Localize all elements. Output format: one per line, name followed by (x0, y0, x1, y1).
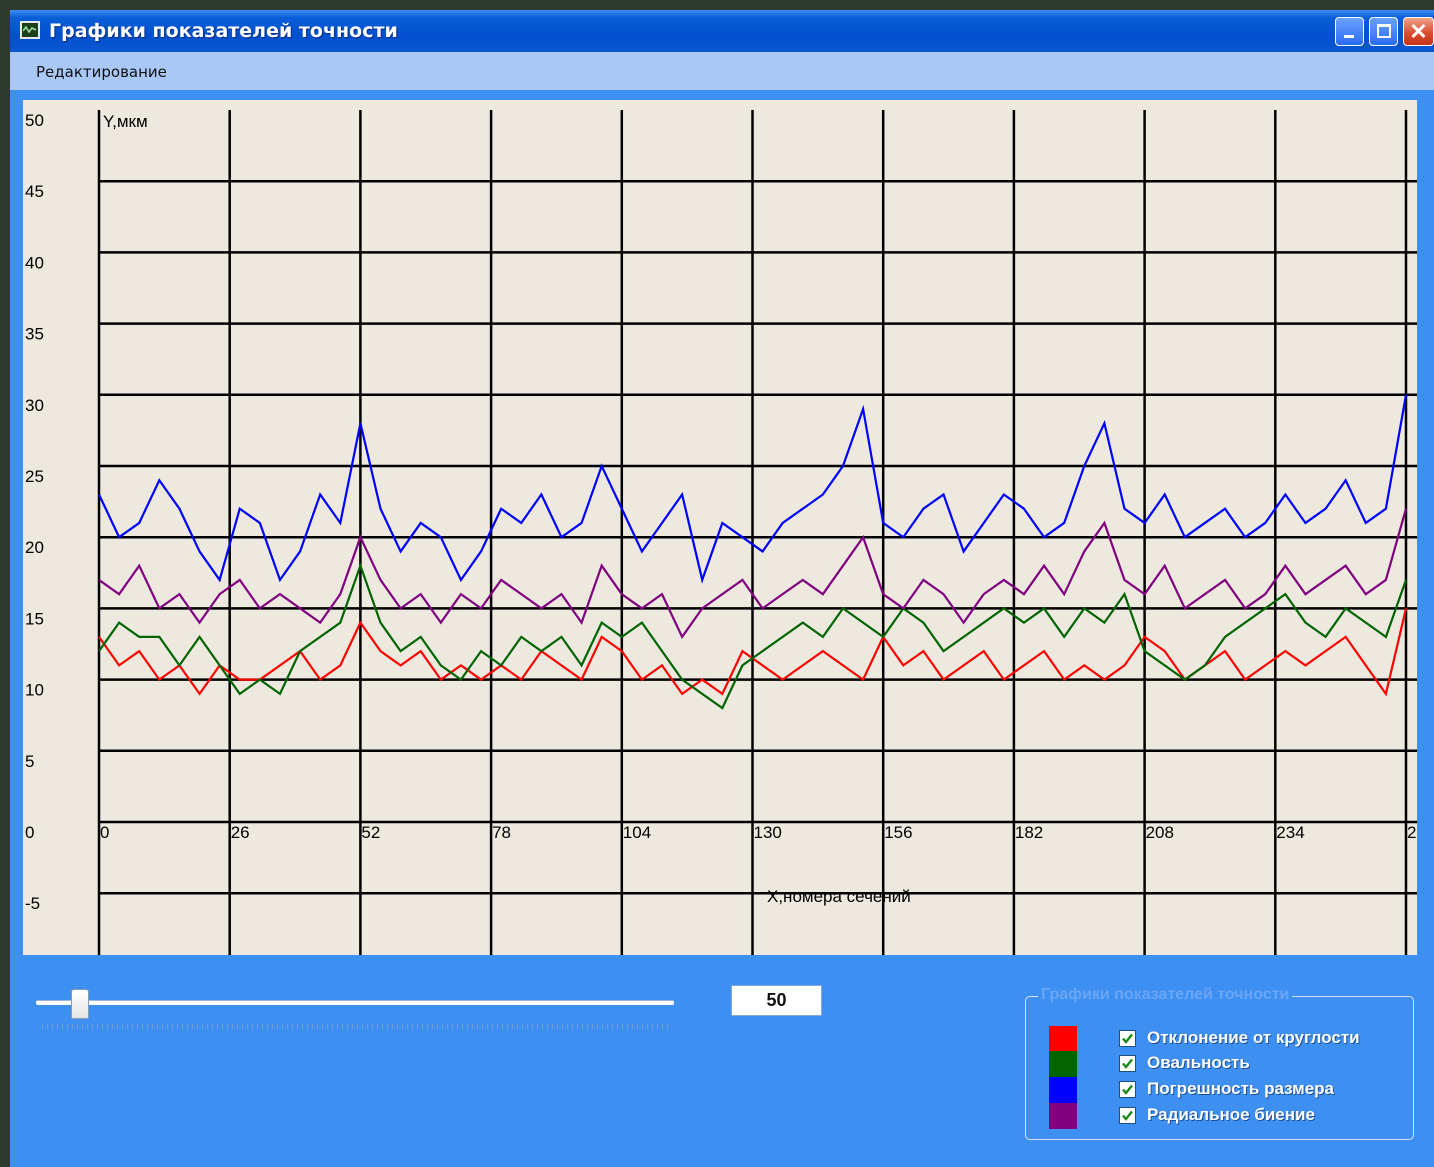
legend-label-runout: Радиальное биение (1147, 1105, 1315, 1124)
maximize-button[interactable] (1369, 17, 1398, 46)
slider-thumb[interactable] (71, 989, 89, 1019)
minimize-icon (1344, 35, 1354, 38)
close-icon: ✕ (1409, 19, 1428, 44)
menu-bar: Редактирование (10, 52, 1434, 90)
y-tick-label: 35 (25, 325, 44, 344)
y-axis-label: Y,мкм (103, 112, 148, 131)
y-tick-label: -5 (25, 894, 40, 913)
x-axis-label: X,номера сечений (767, 887, 911, 906)
minimize-button[interactable] (1335, 17, 1364, 46)
legend-item-size-error: Погрешность размера (1049, 1077, 1409, 1103)
x-tick-label: 130 (754, 823, 782, 842)
x-tick-label: 26 (1407, 823, 1417, 842)
close-button[interactable]: ✕ (1403, 17, 1434, 46)
legend-swatch-size-error (1049, 1077, 1077, 1103)
checkbox-size-error[interactable] (1119, 1081, 1136, 1098)
slider-ticks (42, 1024, 672, 1029)
y-tick-label: 40 (25, 253, 44, 272)
legend-title: Графики показателей точности (1038, 986, 1293, 1004)
y-tick-label: 10 (25, 681, 44, 700)
legend-swatch-roundness (1049, 1026, 1077, 1052)
legend-swatch-runout (1049, 1103, 1077, 1129)
x-tick-label: 182 (1015, 823, 1043, 842)
y-tick-label: 5 (25, 752, 34, 771)
y-tick-label: 25 (25, 467, 44, 486)
checkmark-icon (1122, 1084, 1133, 1095)
window-title: Графики показателей точности (49, 20, 398, 42)
series-line-2 (98, 562, 1408, 710)
section-slider-track[interactable] (36, 1000, 674, 1005)
legend-label-roundness: Отклонение от круглости (1147, 1028, 1360, 1047)
y-tick-label: 20 (25, 538, 44, 557)
legend-swatch-ovality (1049, 1051, 1077, 1077)
legend-item-roundness: Отклонение от круглости (1049, 1026, 1409, 1052)
slider-value-field[interactable]: 50 (731, 985, 822, 1016)
checkmark-icon (1122, 1058, 1133, 1069)
legend-label-size-error: Погрешность размера (1147, 1079, 1335, 1098)
checkmark-icon (1122, 1110, 1133, 1121)
legend-item-runout: Радиальное биение (1049, 1103, 1409, 1129)
series-line-4 (98, 508, 1408, 640)
x-tick-label: 234 (1276, 823, 1304, 842)
checkbox-roundness[interactable] (1119, 1030, 1136, 1047)
chart-panel: 50 45 40 35 30 25 20 15 10 5 0 -5 0 26 52 78 104 130 156 18… (23, 100, 1417, 955)
y-tick-label: 0 (25, 823, 34, 842)
x-tick-label: 208 (1146, 823, 1174, 842)
x-tick-label: 52 (361, 823, 380, 842)
x-tick-label: 26 (231, 823, 250, 842)
chart-app-icon (20, 21, 40, 39)
y-tick-label: 30 (25, 396, 44, 415)
title-bar[interactable]: Графики показателей точности ✕ (10, 10, 1434, 52)
checkbox-ovality[interactable] (1119, 1055, 1136, 1072)
legend-item-ovality: Овальность (1049, 1051, 1409, 1077)
x-tick-label: 0 (100, 823, 109, 842)
legend-label-ovality: Овальность (1147, 1053, 1250, 1072)
series-line-3 (98, 394, 1408, 584)
maximize-icon (1377, 24, 1391, 38)
x-tick-label: 78 (492, 823, 511, 842)
checkmark-icon (1122, 1033, 1133, 1044)
x-tick-label: 156 (884, 823, 912, 842)
menu-item-edit[interactable]: Редактирование (36, 63, 167, 81)
y-tick-label: 45 (25, 182, 44, 201)
x-tick-label: 104 (623, 823, 651, 842)
y-tick-label: 50 (25, 111, 44, 130)
y-tick-label: 15 (25, 609, 44, 628)
checkbox-runout[interactable] (1119, 1107, 1136, 1124)
